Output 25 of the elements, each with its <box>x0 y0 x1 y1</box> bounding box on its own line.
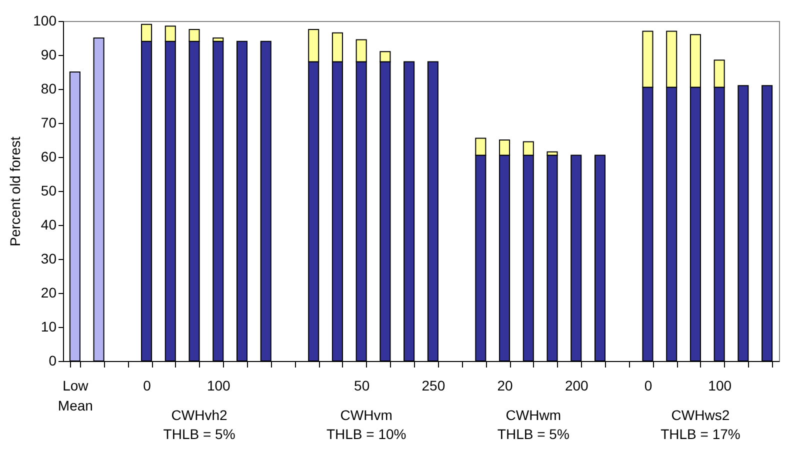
x-tick-label: 0 <box>143 378 152 394</box>
x-tick-label: Low Mean <box>58 378 93 414</box>
x-tick-label: 250 <box>422 378 446 394</box>
x-tick-label: 100 <box>708 378 732 394</box>
y-tick-label: 10 <box>40 318 57 334</box>
text: CWHwm THLB = 5% <box>497 407 570 442</box>
x-tick-label: 100 <box>206 378 231 394</box>
y-tick-label: 20 <box>40 284 57 300</box>
y-tick-label: 60 <box>40 148 57 164</box>
y-tick-label: 50 <box>40 182 57 198</box>
text: CWHvh2 THLB = 5% <box>163 407 236 442</box>
y-tick-label: 40 <box>40 216 57 232</box>
y-axis-title: Percent old forest <box>7 136 24 246</box>
x-tick-label: 20 <box>497 378 514 394</box>
y-tick-label: 0 <box>48 352 57 368</box>
x-tick-label: 0 <box>644 378 652 394</box>
x-tick-label: 200 <box>564 378 589 394</box>
text: CWHws2 THLB = 17% <box>660 407 740 442</box>
y-tick-label: 100 <box>33 12 57 28</box>
y-tick-label: 30 <box>40 250 57 266</box>
y-tick-label: 80 <box>40 80 57 96</box>
y-tick-label: 70 <box>40 114 57 130</box>
x-tick-label: 50 <box>354 378 370 394</box>
text: CWHvm THLB = 10% <box>326 407 406 442</box>
y-tick-label: 90 <box>40 46 57 62</box>
